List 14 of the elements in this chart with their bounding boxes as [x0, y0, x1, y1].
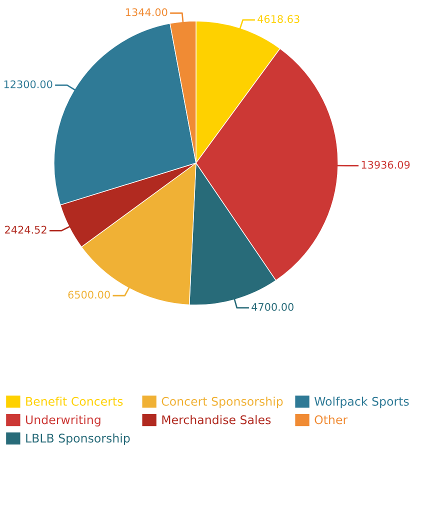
data-label: 6500.00	[68, 290, 110, 299]
legend-label: Concert Sponsorship	[162, 396, 283, 408]
legend-label: Other	[314, 415, 348, 424]
legend-label: Wolfpack Sports	[314, 396, 409, 408]
legend-label: LBLB Sponsorship	[26, 433, 130, 445]
data-label: 12300.00	[4, 80, 52, 88]
data-label: 4700.00	[252, 303, 294, 311]
data-label: 4618.63	[258, 15, 300, 23]
legend-label: Underwriting	[26, 415, 100, 427]
data-label: 2424.52	[5, 226, 46, 234]
legend-label: Benefit Concerts	[26, 396, 123, 406]
data-label: 1344.00	[126, 8, 168, 16]
legend-label: Merchandise Sales	[162, 415, 271, 424]
data-label: 13936.09	[362, 160, 410, 169]
